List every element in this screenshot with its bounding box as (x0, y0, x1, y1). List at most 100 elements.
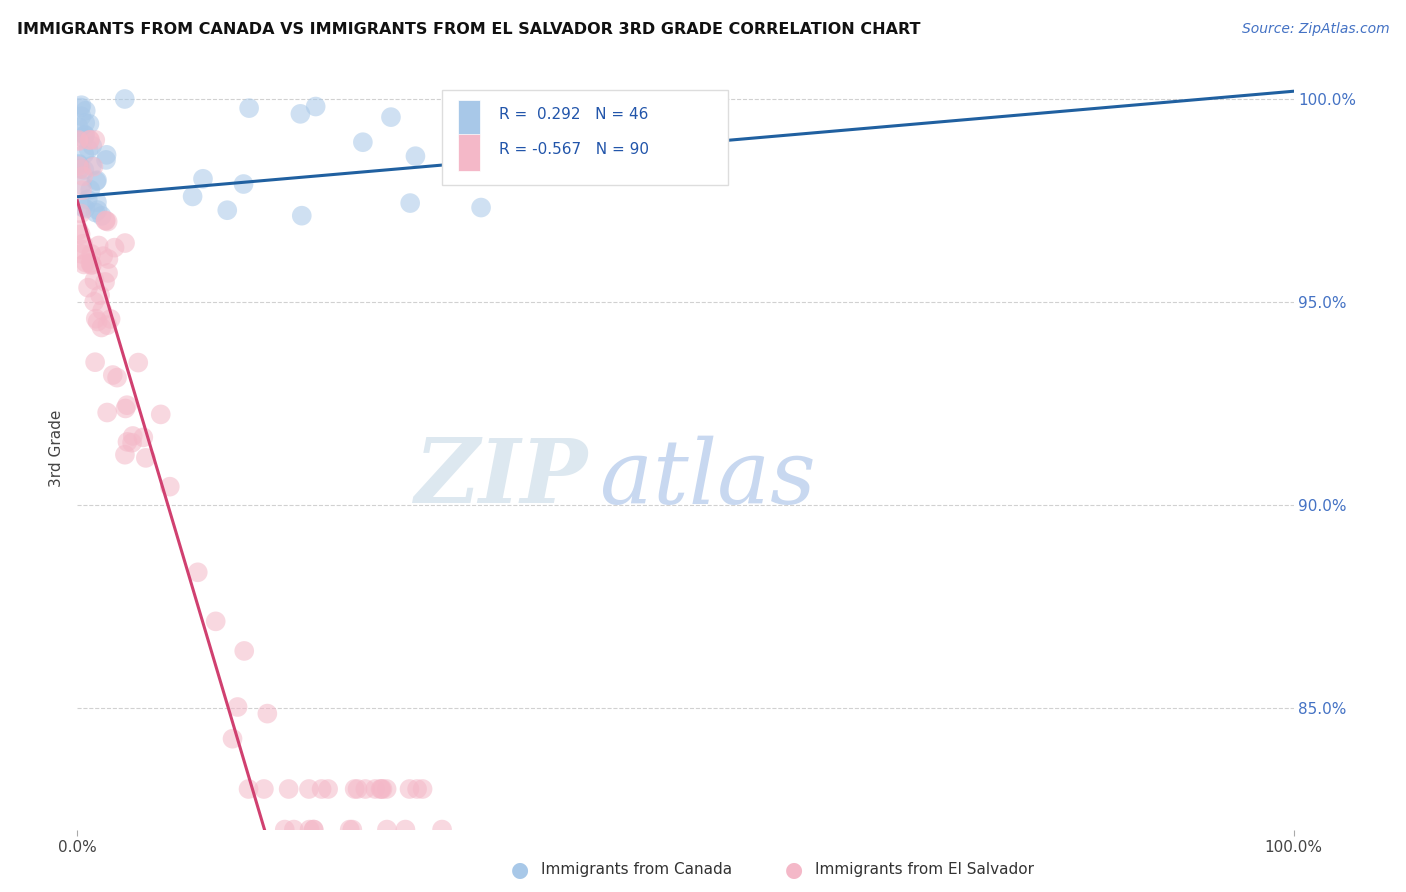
Point (80, 159, 103, 173)
Point (79, 133, 101, 147)
Text: Immigrants from Canada: Immigrants from Canada (541, 863, 733, 877)
Point (79, 133, 101, 147)
Point (75, 103, 97, 118)
Point (371, 782, 394, 797)
Point (238, 782, 260, 797)
Point (94, 153, 117, 167)
Point (343, 782, 366, 797)
Point (291, 209, 314, 223)
Point (115, 398, 138, 412)
Text: ZIP: ZIP (415, 435, 588, 522)
Point (298, 782, 321, 797)
Point (67, 134, 90, 148)
Point (181, 189, 204, 203)
Point (375, 822, 398, 837)
Point (132, 430, 155, 444)
FancyBboxPatch shape (441, 90, 728, 186)
Point (274, 822, 297, 837)
Point (370, 782, 392, 797)
Point (412, 782, 434, 797)
Point (204, 615, 226, 629)
Point (94, 213, 117, 227)
Point (100, 312, 122, 326)
Point (256, 706, 278, 721)
Point (76, 193, 98, 207)
Text: ●: ● (512, 860, 529, 880)
Point (191, 171, 214, 186)
Point (96, 318, 118, 333)
Point (84, 133, 107, 147)
Point (302, 822, 325, 837)
Point (135, 450, 157, 465)
Text: R = -0.567   N = 90: R = -0.567 N = 90 (499, 142, 650, 157)
Point (232, 177, 254, 191)
Point (75, 255, 97, 269)
Point (311, 782, 333, 797)
Point (70, 243, 93, 257)
Point (302, 822, 325, 837)
Point (86, 195, 108, 210)
Point (375, 782, 398, 797)
Point (84, 311, 107, 326)
Point (90, 209, 112, 223)
Point (87, 238, 110, 252)
Point (67, 157, 90, 171)
Point (364, 782, 387, 797)
Text: Source: ZipAtlas.com: Source: ZipAtlas.com (1241, 22, 1389, 37)
Point (458, 95, 481, 109)
Point (69, 227, 91, 242)
Point (69, 161, 91, 176)
Point (159, 480, 181, 494)
Point (96, 148, 118, 162)
Point (97, 252, 120, 266)
Point (352, 135, 374, 149)
Point (346, 782, 368, 797)
Point (121, 435, 143, 450)
Point (114, 235, 136, 250)
Point (149, 408, 172, 422)
Point (127, 355, 149, 369)
Point (101, 368, 124, 382)
Point (77, 142, 100, 156)
Point (316, 782, 339, 797)
FancyBboxPatch shape (458, 100, 481, 137)
Point (253, 782, 276, 797)
Text: atlas: atlas (600, 435, 815, 522)
Point (290, 107, 312, 121)
Point (370, 782, 392, 797)
Point (75, 202, 97, 216)
Point (67, 158, 90, 172)
Point (83, 273, 105, 287)
Point (94, 275, 117, 289)
Point (217, 203, 239, 218)
Point (70, 183, 93, 197)
Point (339, 822, 361, 837)
Point (226, 700, 249, 714)
Point (470, 201, 492, 215)
Point (77, 281, 100, 295)
Point (79, 183, 101, 197)
Point (233, 644, 256, 658)
Point (90, 320, 112, 334)
Point (82, 138, 104, 153)
Point (80, 258, 103, 272)
Point (67, 133, 90, 147)
Point (342, 822, 364, 837)
Point (399, 196, 422, 211)
Point (86, 203, 108, 218)
Point (238, 101, 260, 115)
Point (73, 147, 96, 161)
Point (82, 160, 104, 174)
Point (70, 178, 93, 192)
Point (70, 109, 93, 123)
Point (67, 223, 90, 237)
Point (73, 257, 96, 271)
Point (72, 200, 94, 214)
Point (67, 120, 90, 135)
Point (73, 128, 96, 142)
Point (89, 288, 111, 302)
Point (305, 99, 328, 113)
Point (86, 173, 108, 187)
Point (80, 258, 103, 272)
Point (430, 822, 453, 837)
